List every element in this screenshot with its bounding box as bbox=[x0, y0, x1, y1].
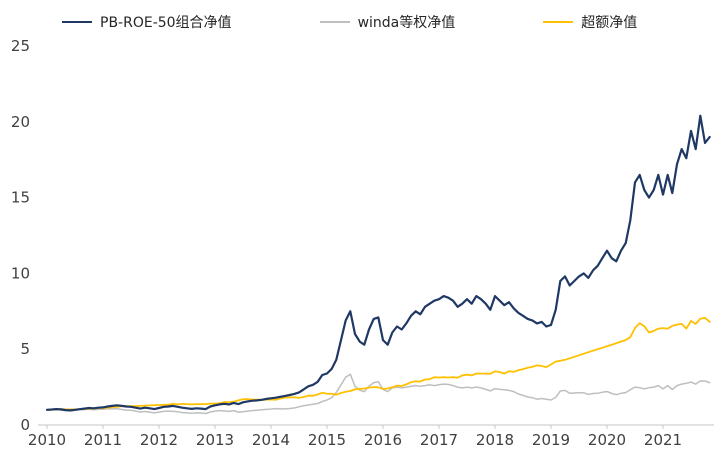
y-tick-label: 0 bbox=[20, 416, 30, 434]
x-tick-label: 2010 bbox=[28, 431, 66, 449]
legend-label-portfolio: PB-ROE-50组合净值 bbox=[100, 15, 232, 31]
legend-item-benchmark: winda等权净值 bbox=[319, 12, 456, 32]
y-tick-label: 5 bbox=[20, 340, 30, 358]
legend-item-excess: 超额净值 bbox=[543, 12, 637, 32]
x-tick-label: 2014 bbox=[252, 431, 290, 449]
legend-item-portfolio: PB-ROE-50组合净值 bbox=[62, 12, 232, 32]
series-line-2 bbox=[46, 316, 711, 411]
legend-label-benchmark: winda等权净值 bbox=[357, 15, 456, 31]
chart-legend: PB-ROE-50组合净值 winda等权净值 超额净值 bbox=[62, 12, 637, 32]
legend-line-swatch-gray bbox=[319, 20, 350, 24]
legend-label-excess: 超额净值 bbox=[581, 15, 638, 31]
x-tick-label: 2021 bbox=[644, 431, 682, 449]
x-tick-label: 2015 bbox=[308, 431, 346, 449]
y-tick-label: 25 bbox=[11, 37, 30, 55]
legend-line-swatch-yellow bbox=[543, 20, 574, 24]
y-tick-label: 15 bbox=[11, 189, 30, 207]
legend-line-swatch-navy bbox=[62, 20, 92, 24]
x-tick-label: 2011 bbox=[84, 431, 122, 449]
series-line-0 bbox=[45, 114, 711, 412]
y-tick-label: 10 bbox=[11, 264, 30, 282]
x-tick-label: 2019 bbox=[532, 431, 570, 449]
x-tick-label: 2017 bbox=[420, 431, 458, 449]
x-tick-label: 2013 bbox=[196, 431, 234, 449]
y-tick-label: 20 bbox=[11, 113, 30, 131]
x-tick-label: 2012 bbox=[140, 431, 178, 449]
x-tick-label: 2020 bbox=[588, 431, 626, 449]
x-tick-label: 2018 bbox=[476, 431, 514, 449]
x-tick-label: 2016 bbox=[364, 431, 402, 449]
series-line-1 bbox=[46, 373, 711, 415]
